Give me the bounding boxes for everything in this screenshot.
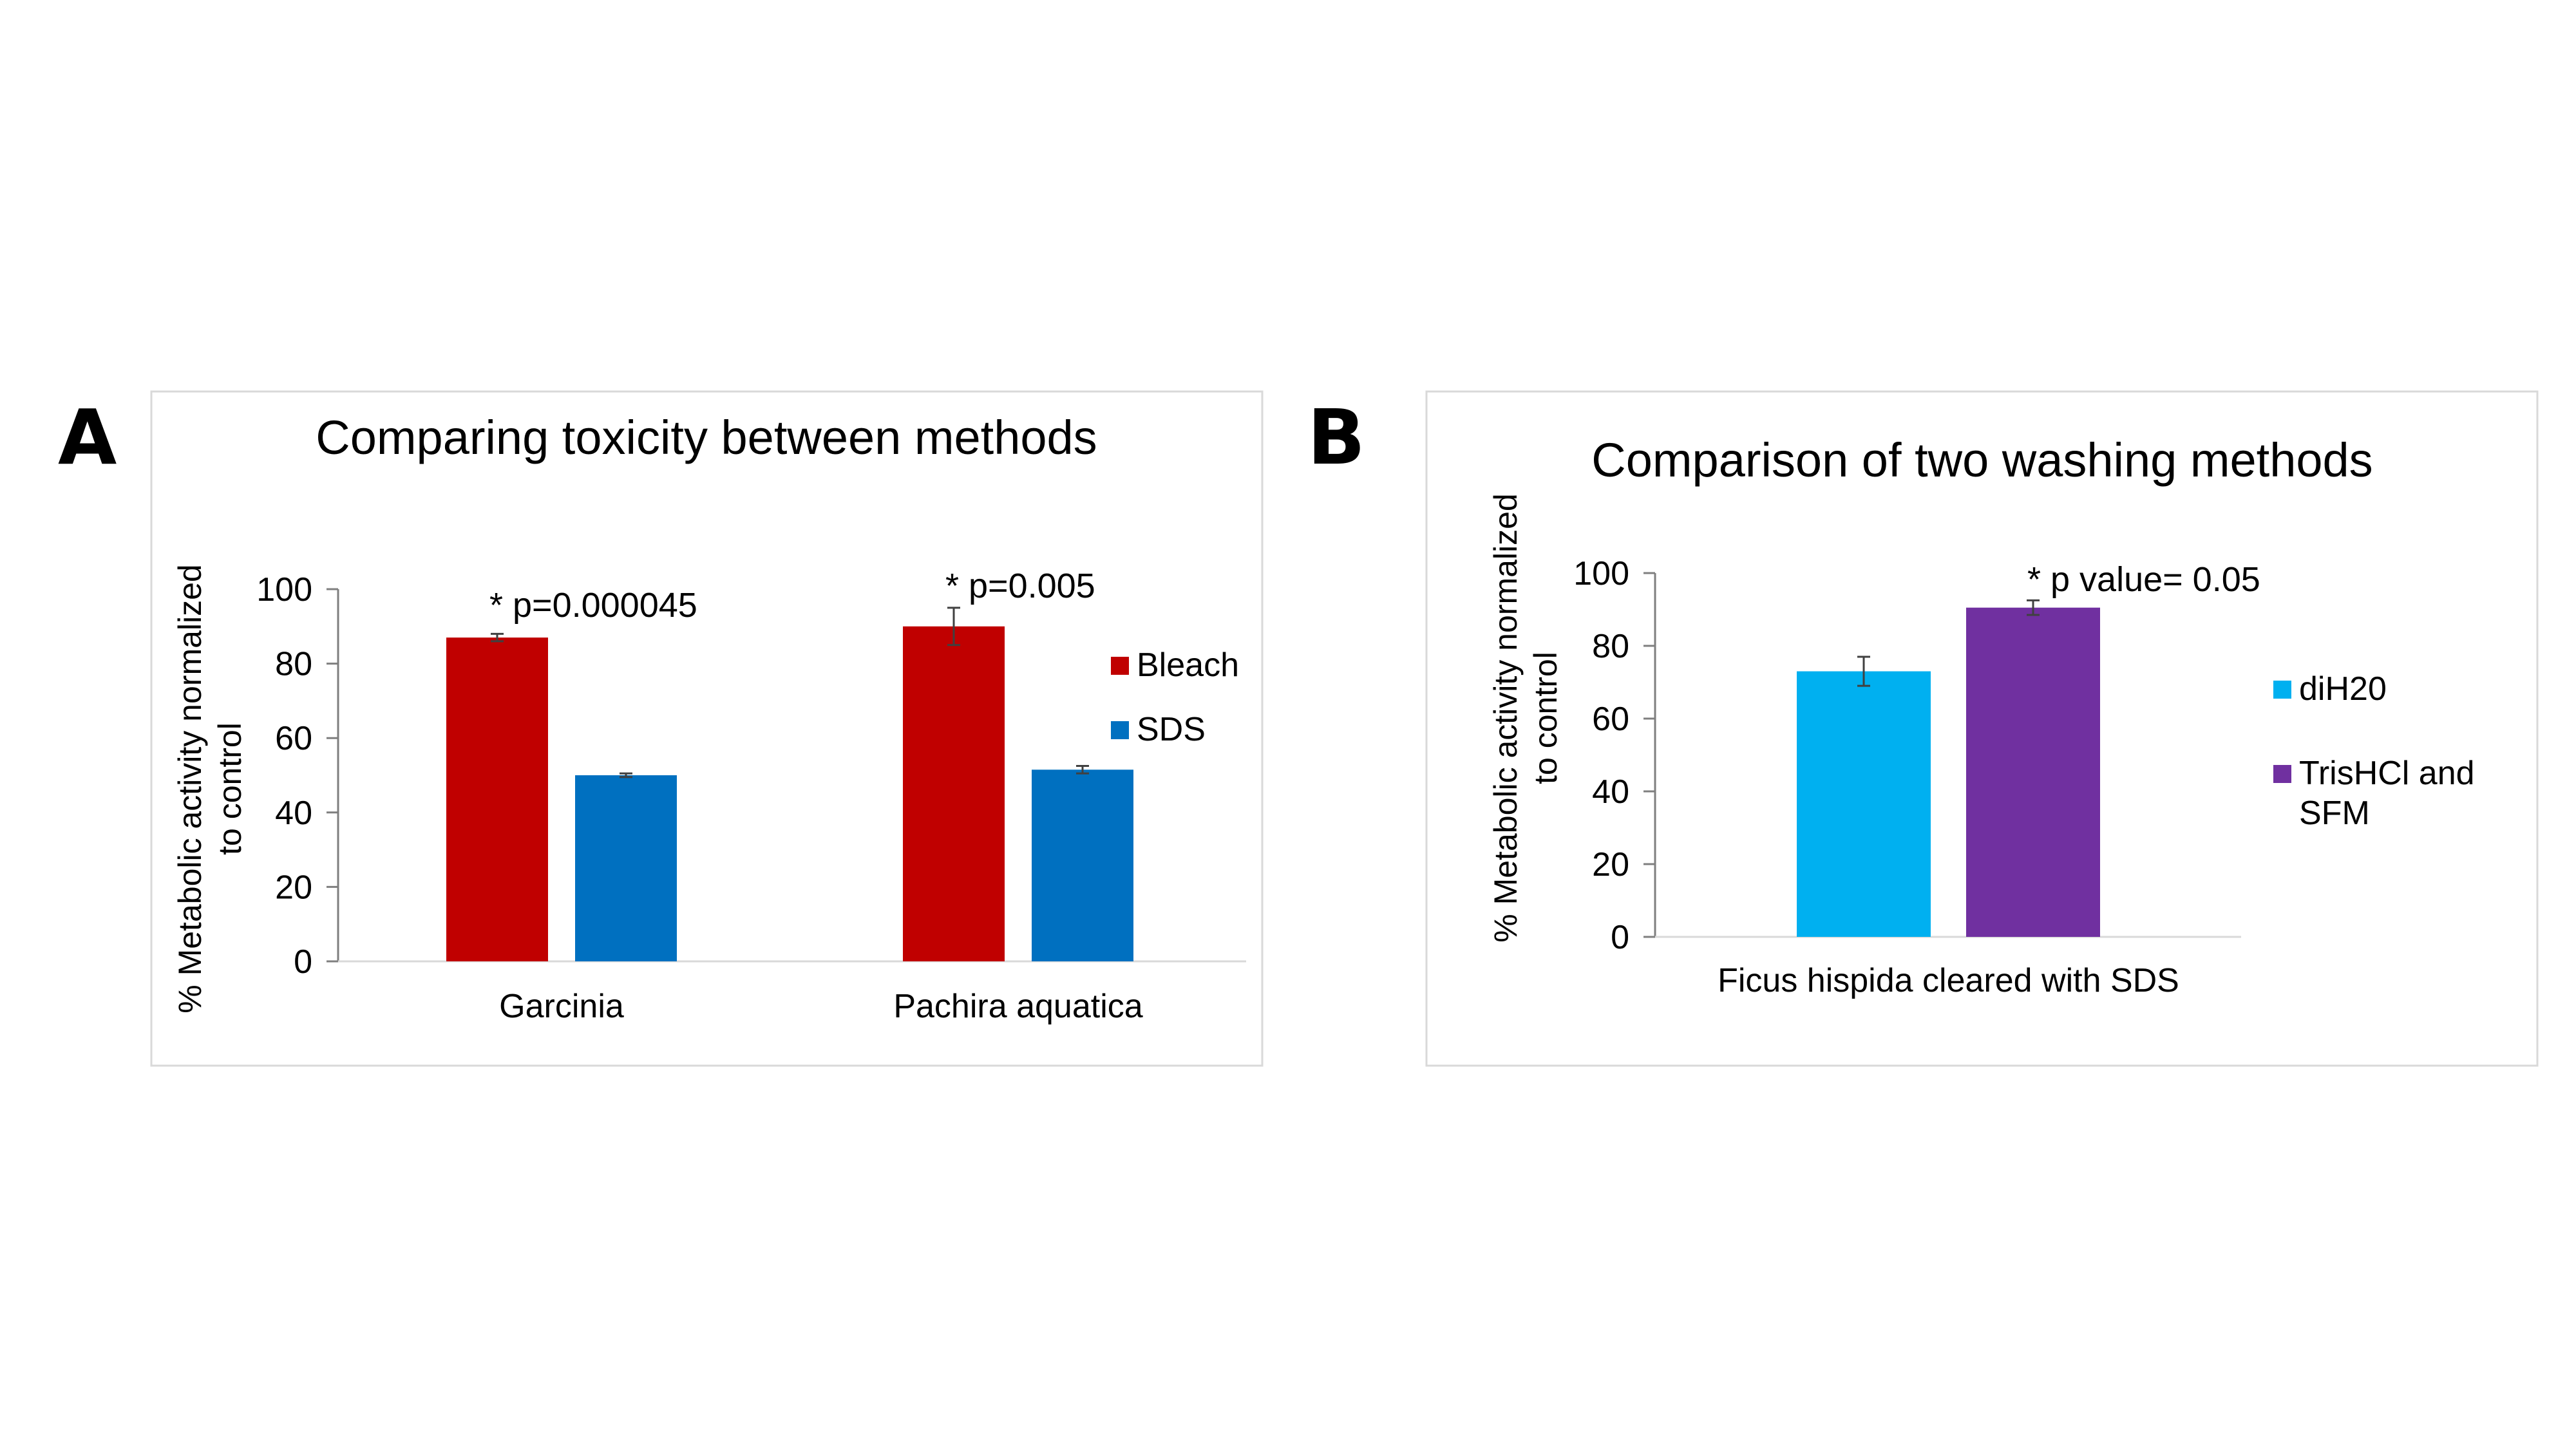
x-category-label: Garcinia	[499, 988, 624, 1025]
y-tick-label: 60	[275, 720, 312, 757]
panel-letter-a: A	[58, 393, 117, 482]
chart-a: 0 20 40 60 80 100 % Metabolic activity normali…	[172, 564, 1246, 1025]
significance-annotation: * p=0.005	[945, 567, 1095, 605]
legend-label: diH20	[2299, 670, 2387, 708]
y-axis-label: to control	[1528, 652, 1564, 784]
y-tick-label: 20	[1592, 846, 1629, 883]
legend-label: SFM	[2299, 795, 2370, 832]
y-tick-label: 0	[1611, 919, 1629, 956]
bar	[1966, 607, 2100, 937]
bar	[575, 775, 677, 961]
y-tick-label: 0	[294, 943, 312, 981]
chart-b: 0 20 40 60 80 100 % Metabolic activity normali…	[1488, 493, 2475, 999]
y-tick-label: 40	[1592, 773, 1629, 811]
legend-label: Bleach	[1137, 646, 1239, 684]
legend-swatch	[1111, 721, 1129, 739]
legend-label: TrisHCl and	[2299, 755, 2475, 792]
legend-swatch	[1111, 657, 1129, 675]
x-category-label: Pachira aquatica	[893, 988, 1142, 1025]
legend-swatch	[2273, 765, 2291, 783]
y-axis-label: % Metabolic activity normalized	[172, 564, 208, 1014]
chart-a-frame	[150, 390, 1264, 1067]
chart-b-title: Comparison of two washing methods	[1591, 433, 2372, 487]
y-axis-label: % Metabolic activity normalized	[1488, 493, 1524, 943]
y-tick-label: 100	[1573, 555, 1629, 592]
y-axis-label: to control	[212, 722, 248, 855]
y-tick-label: 80	[275, 646, 312, 683]
y-tick-label: 60	[1592, 701, 1629, 738]
y-tick-label: 100	[256, 571, 312, 608]
y-tick-label: 40	[275, 795, 312, 832]
significance-annotation: * p value= 0.05	[2027, 560, 2260, 599]
legend-swatch	[2273, 681, 2291, 699]
significance-annotation: * p=0.000045	[489, 586, 697, 625]
bar	[446, 637, 548, 961]
y-tick-label: 20	[275, 869, 312, 906]
bar	[1032, 769, 1133, 961]
bar	[1797, 671, 1931, 937]
panel-letter-b: B	[1307, 393, 1365, 482]
legend-label: SDS	[1137, 711, 1206, 748]
y-tick-label: 80	[1592, 628, 1629, 665]
bar	[903, 626, 1005, 961]
chart-a-title: Comparing toxicity between methods	[316, 411, 1097, 464]
x-category-label: Ficus hispida cleared with SDS	[1718, 962, 2179, 999]
